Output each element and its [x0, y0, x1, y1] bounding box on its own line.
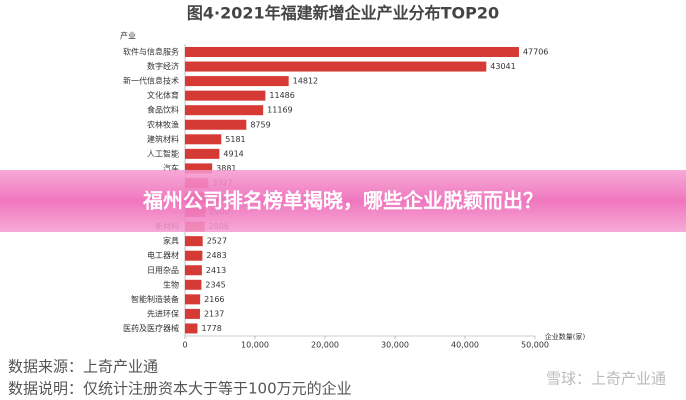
value-label: 8759: [250, 120, 270, 129]
y-tick-label: 食品饮料: [147, 105, 179, 115]
y-tick-label: 智能制造装备: [131, 294, 179, 304]
y-tick-label: 建筑材料: [147, 134, 179, 144]
bar: [185, 148, 220, 159]
bar: [185, 76, 289, 87]
x-axis-title: 企业数量(家): [545, 332, 586, 341]
x-tick-label: 30,000: [381, 341, 409, 350]
bar: [185, 163, 213, 174]
bar: [185, 323, 198, 334]
value-label: 43041: [490, 62, 515, 71]
y-axis-title: 产业: [120, 31, 136, 41]
value-label: 2137: [204, 309, 224, 318]
chart-title: 图4·2021年福建新增企业产业分布TOP20: [187, 4, 499, 23]
value-label: 2413: [206, 266, 226, 275]
x-tick-label: 10,000: [241, 341, 269, 350]
y-tick-label: 数字经济: [147, 61, 179, 71]
footer-note: 数据说明：仅统计注册资本大于等于100万元的企业: [8, 380, 352, 398]
watermark: 雪球：上奇产业通: [546, 370, 666, 388]
value-label: 5181: [225, 135, 245, 144]
bar: [185, 134, 222, 145]
value-label: 2527: [207, 237, 227, 246]
x-tick-label: 20,000: [311, 341, 339, 350]
value-label: 2166: [204, 295, 224, 304]
bar: [185, 105, 264, 116]
bar: [185, 90, 266, 101]
y-tick-label: 新一代信息技术: [123, 76, 179, 86]
banner-title: 福州公司排名榜单揭晓，哪些企业脱颖而出？: [142, 189, 543, 213]
y-tick-label: 生物: [163, 279, 179, 289]
value-label: 47706: [523, 48, 548, 57]
y-tick-label: 先进环保: [147, 308, 179, 318]
x-tick-label: 0: [182, 341, 187, 350]
value-label: 2483: [206, 251, 226, 260]
value-label: 4914: [223, 149, 243, 158]
bar: [185, 279, 202, 290]
y-tick-label: 软件与信息服务: [123, 47, 179, 57]
y-tick-label: 电工器材: [147, 250, 179, 260]
value-label: 11486: [269, 91, 294, 100]
bar: [185, 47, 519, 57]
y-tick-label: 医药及医疗器械: [123, 323, 179, 333]
banner: [0, 170, 686, 232]
y-tick-label: 汽车: [163, 163, 179, 173]
y-tick-label: 农林牧渔: [147, 119, 179, 129]
value-label: 14812: [293, 77, 318, 86]
value-label: 1778: [201, 324, 221, 333]
bar: [185, 308, 200, 319]
x-tick-label: 50,000: [521, 341, 549, 350]
value-label: 11169: [267, 106, 292, 115]
bar: [185, 61, 487, 72]
bar: [185, 265, 202, 276]
bar: [185, 294, 201, 305]
bar: [185, 119, 247, 130]
y-tick-label: 家具: [163, 236, 179, 246]
y-tick-label: 日用杂品: [147, 266, 179, 275]
y-tick-label: 文化体育: [147, 90, 179, 100]
x-tick-label: 40,000: [451, 341, 479, 350]
bar: [185, 250, 203, 261]
footer-source: 数据来源：上奇产业通: [8, 358, 158, 376]
value-label: 3881: [216, 164, 236, 173]
bar: [185, 236, 203, 247]
y-tick-label: 人工智能: [147, 148, 179, 158]
value-label: 2345: [205, 280, 225, 289]
